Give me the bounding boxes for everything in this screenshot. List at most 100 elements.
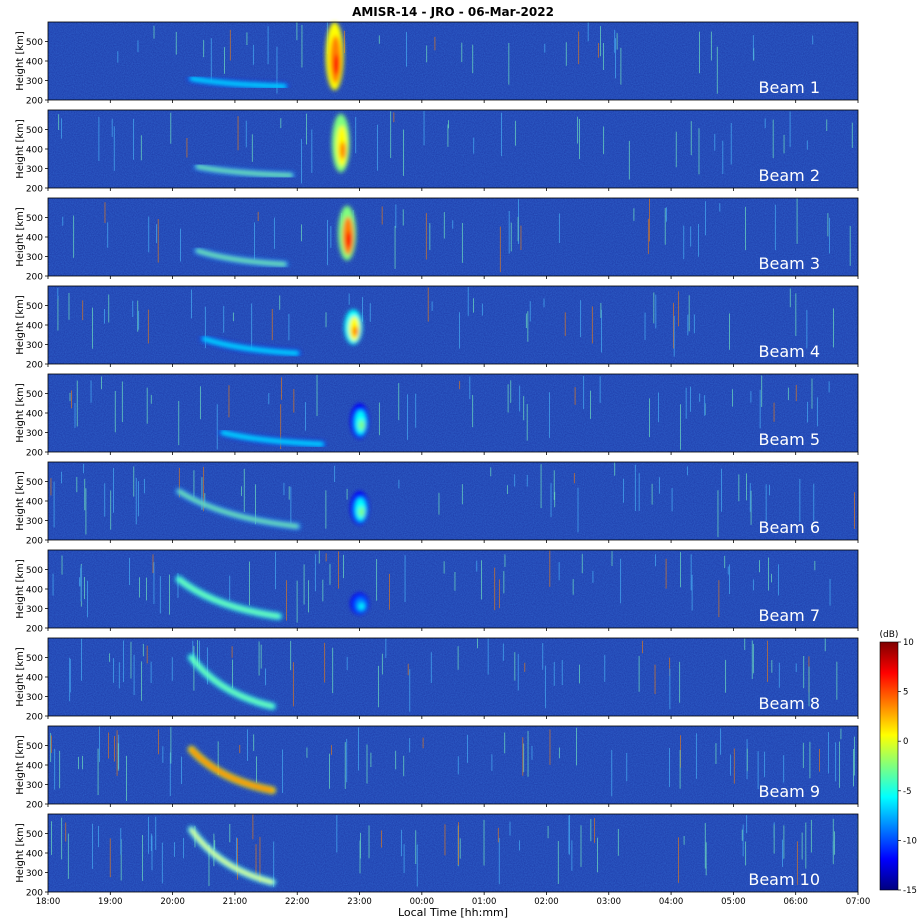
plume xyxy=(344,309,363,345)
y-tick-label: 200 xyxy=(26,449,43,459)
y-tick-label: 400 xyxy=(26,674,43,684)
colorbar-tick-label: -15 xyxy=(903,886,917,896)
streak-core xyxy=(196,249,287,266)
x-tick-label: 04:00 xyxy=(659,897,684,907)
plume xyxy=(350,592,369,615)
x-tick-label: 21:00 xyxy=(223,897,248,907)
beam-label: Beam 9 xyxy=(759,782,820,801)
streak-core xyxy=(189,747,274,792)
chart-title: AMISR-14 - JRO - 06-Mar-2022 xyxy=(352,5,554,19)
y-tick-label: 400 xyxy=(26,234,43,244)
y-tick-label: 400 xyxy=(26,498,43,508)
y-tick-label: 200 xyxy=(26,97,43,107)
x-tick-label: 00:00 xyxy=(410,897,435,907)
y-tick-label: 300 xyxy=(26,781,43,791)
streak-core xyxy=(220,431,324,446)
interference-lines xyxy=(62,198,851,273)
y-tick-label: 200 xyxy=(26,801,43,811)
interference-lines xyxy=(47,638,838,712)
x-tick-label: 05:00 xyxy=(721,897,746,907)
y-tick-label: 400 xyxy=(26,410,43,420)
plume xyxy=(325,22,344,91)
panel-noise xyxy=(48,286,858,364)
x-tick-label: 01:00 xyxy=(472,897,497,907)
streak-core xyxy=(202,337,299,355)
y-tick-label: 300 xyxy=(26,253,43,263)
plume xyxy=(350,403,369,439)
streak xyxy=(175,487,301,530)
colorbar-tick-label: 5 xyxy=(903,688,908,698)
x-tick-label: 07:00 xyxy=(846,897,871,907)
y-tick-label: 300 xyxy=(26,517,43,527)
y-tick-label: 200 xyxy=(26,537,43,547)
x-axis-label: Local Time [hh:mm] xyxy=(397,906,509,919)
streak-core xyxy=(189,656,274,708)
streak-core xyxy=(177,577,281,618)
y-axis-label: Height [km] xyxy=(15,383,26,443)
plume-core xyxy=(346,231,353,249)
y-tick-label: 300 xyxy=(26,429,43,439)
plume-core xyxy=(352,326,359,337)
y-tick-label: 500 xyxy=(26,742,43,752)
streak xyxy=(187,745,276,794)
beam-label: Beam 1 xyxy=(759,78,820,97)
y-tick-label: 500 xyxy=(26,654,43,664)
y-tick-label: 200 xyxy=(26,273,43,283)
y-axis-label: Height [km] xyxy=(15,207,26,267)
panel-noise xyxy=(48,638,858,716)
beam-label: Beam 7 xyxy=(759,606,820,625)
plume xyxy=(350,491,369,525)
x-tick-label: 19:00 xyxy=(98,897,123,907)
beam-label: Beam 5 xyxy=(759,430,820,449)
x-tick-label: 18:00 xyxy=(36,897,61,907)
plume xyxy=(331,113,350,173)
plume-core xyxy=(358,419,365,431)
streak-core xyxy=(177,489,299,528)
plume-core xyxy=(358,603,365,610)
y-tick-label: 400 xyxy=(26,586,43,596)
interference-lines xyxy=(50,726,855,802)
x-tick-label: 23:00 xyxy=(347,897,372,907)
colorbar: (dB) 10 5 0 -5 -10 -15 xyxy=(880,630,917,896)
y-axis-label: Height [km] xyxy=(15,823,26,883)
y-tick-label: 300 xyxy=(26,341,43,351)
y-axis-label: Height [km] xyxy=(15,647,26,707)
streak-core xyxy=(189,77,287,88)
y-tick-label: 500 xyxy=(26,214,43,224)
y-axis-label: Height [km] xyxy=(15,735,26,795)
panel-noise xyxy=(48,726,858,804)
interference-lines xyxy=(57,287,834,357)
y-tick-label: 400 xyxy=(26,58,43,68)
streak xyxy=(187,654,276,710)
y-tick-label: 200 xyxy=(26,185,43,195)
y-axis-label: Height [km] xyxy=(15,559,26,619)
y-tick-label: 500 xyxy=(26,830,43,840)
y-tick-label: 500 xyxy=(26,38,43,48)
y-tick-label: 200 xyxy=(26,625,43,635)
streak xyxy=(194,247,289,268)
y-tick-label: 300 xyxy=(26,77,43,87)
beam-label: Beam 6 xyxy=(759,518,820,537)
interference-lines xyxy=(52,550,831,623)
streak xyxy=(194,163,295,179)
plume-core xyxy=(333,54,340,75)
y-tick-label: 300 xyxy=(26,605,43,615)
y-tick-label: 500 xyxy=(26,302,43,312)
plume-core xyxy=(339,141,346,160)
plume-core xyxy=(358,506,365,517)
y-tick-label: 400 xyxy=(26,322,43,332)
streak xyxy=(175,575,283,620)
panel-noise xyxy=(48,110,858,188)
streak xyxy=(187,826,276,886)
streak xyxy=(200,335,301,357)
beam-label: Beam 8 xyxy=(759,694,820,713)
colorbar-label: (dB) xyxy=(880,630,899,640)
y-tick-label: 500 xyxy=(26,478,43,488)
